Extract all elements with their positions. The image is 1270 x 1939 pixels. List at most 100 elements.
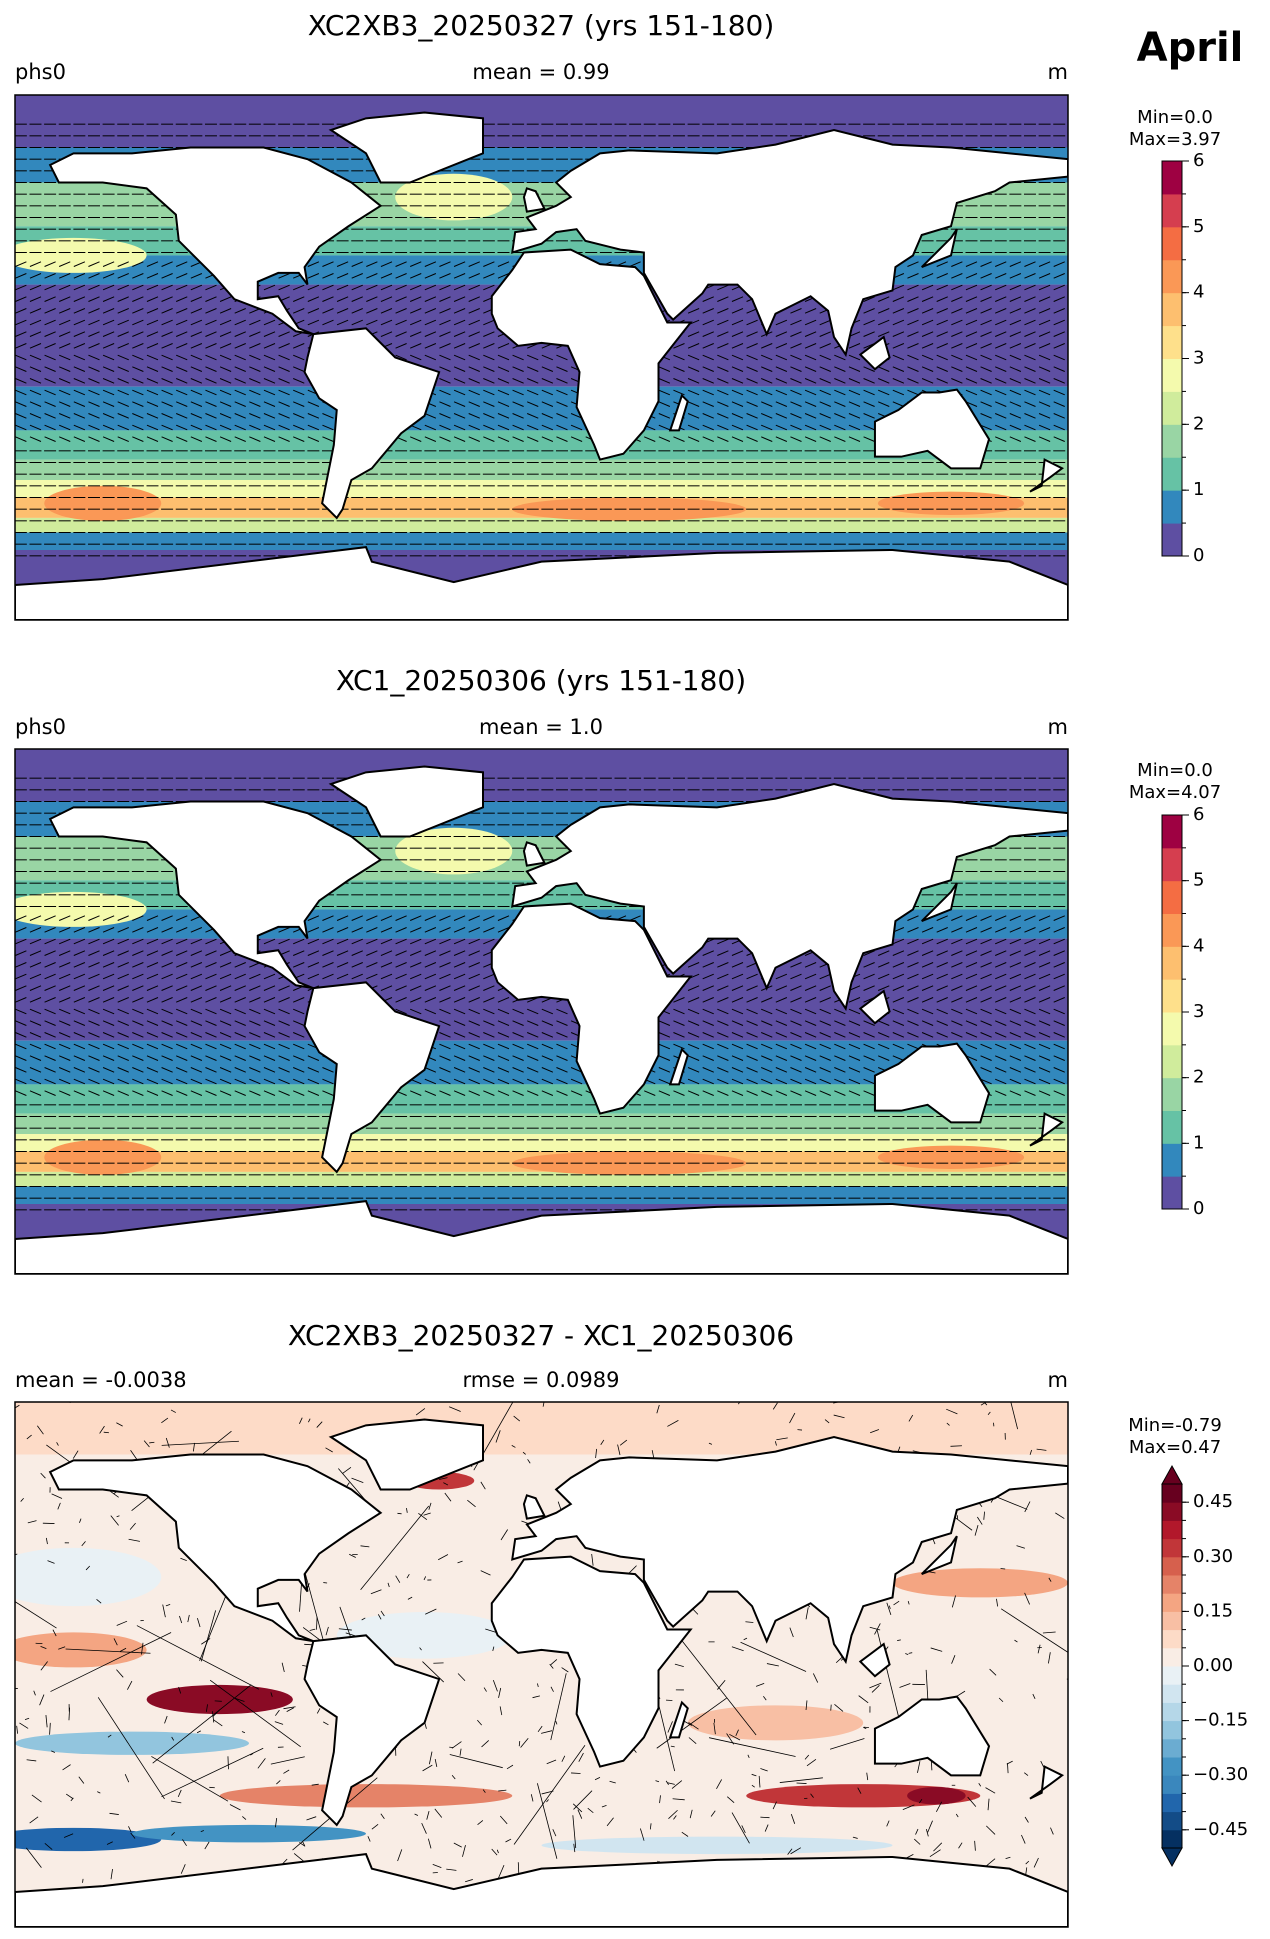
wave-vector (702, 378, 714, 384)
wave-vector (102, 284, 115, 291)
wave-vector (819, 1090, 831, 1096)
wave-vector (541, 389, 554, 396)
wave-vector (863, 973, 875, 980)
wave-vector (702, 997, 714, 1003)
wave-vector (219, 1090, 232, 1096)
land (511, 128, 1068, 358)
wave-vector (293, 1020, 305, 1026)
wave-vector (483, 1078, 495, 1085)
wave-vector (117, 389, 129, 396)
wave-vector (59, 331, 71, 337)
wave-vector (1038, 436, 1051, 442)
colorbar-tick-label: 5 (1193, 216, 1204, 237)
wave-vector (731, 1078, 744, 1085)
wave-vector (1024, 1090, 1036, 1096)
wave-vector (88, 1055, 100, 1061)
wave-vector (819, 378, 831, 384)
wave-vector (132, 1008, 144, 1015)
wave-vector (541, 354, 554, 361)
wave-vector (980, 1043, 992, 1050)
wave-vector (775, 973, 788, 980)
wave-vector (761, 997, 773, 1003)
wave-vector (907, 354, 919, 361)
wave-vector (717, 950, 729, 956)
wave-vector (878, 319, 890, 326)
field-band (15, 1171, 1068, 1187)
wave-vector (892, 950, 905, 956)
wave-vector (468, 378, 480, 384)
wave-vector (146, 366, 159, 372)
wave-vector (1024, 962, 1036, 968)
wave-vector (731, 296, 744, 302)
wave-vector (15, 950, 27, 956)
wave-vector (1009, 1020, 1022, 1026)
wave-vector (190, 950, 203, 956)
wave-vector (907, 1043, 919, 1050)
wave-vector (161, 915, 173, 921)
wave-vector (234, 962, 246, 968)
wave-vector (249, 1055, 261, 1061)
wave-vector (439, 927, 451, 933)
wave-vector (863, 962, 875, 968)
wave-vector (951, 973, 963, 980)
wave-vector (146, 308, 159, 314)
wave-vector (951, 284, 963, 291)
wave-vector (380, 950, 393, 956)
units-label: m (1048, 60, 1068, 84)
wave-vector (658, 1067, 671, 1073)
wave-vector (1053, 1067, 1065, 1073)
wave-vector (73, 985, 86, 991)
wave-vector (483, 261, 495, 267)
land (303, 327, 441, 520)
wave-vector (44, 424, 56, 431)
wave-vector (190, 1090, 203, 1096)
wave-vector (205, 378, 217, 384)
wave-vector (453, 1067, 466, 1073)
wave-vector (497, 389, 510, 396)
wave-vector (1038, 1032, 1051, 1038)
wave-vector (907, 950, 919, 956)
wave-vector (29, 915, 42, 921)
wave-vector (161, 343, 173, 349)
wave-vector (1024, 927, 1036, 933)
wave-vector (512, 1008, 524, 1015)
wave-vector (1009, 1032, 1022, 1038)
wave-vector (102, 308, 115, 314)
wave-vector (556, 366, 568, 372)
wave-vector (834, 389, 846, 396)
wave-vector (951, 997, 963, 1003)
wave-vector (1009, 973, 1022, 980)
wave-vector (907, 343, 919, 349)
wave-vector (307, 308, 320, 314)
wave-vector (731, 343, 744, 349)
wave-vector (673, 366, 685, 372)
wave-vector (29, 343, 42, 349)
wave-vector (702, 1055, 714, 1061)
wave-vector (88, 389, 100, 396)
wave-vector (921, 973, 934, 980)
wave-vector (453, 1043, 466, 1050)
wave-vector (746, 319, 758, 326)
wave-vector (307, 927, 320, 933)
wave-vector (804, 308, 817, 314)
wave-vector (863, 1078, 875, 1085)
wave-vector (468, 1008, 480, 1015)
wave-vector (731, 1032, 744, 1038)
wave-vector (176, 319, 188, 326)
wave-vector (878, 1032, 890, 1038)
wave-vector (44, 1090, 56, 1096)
wave-vector (249, 354, 261, 361)
wave-vector (790, 319, 802, 326)
wave-vector (731, 1055, 744, 1061)
wave-vector (731, 1008, 744, 1015)
wave-vector (424, 261, 437, 267)
wave-vector (424, 1078, 437, 1085)
wave-vector (322, 973, 334, 980)
wave-vector (995, 366, 1007, 372)
wave-vector (834, 436, 846, 442)
wave-vector (746, 985, 758, 991)
colorbar-level (1162, 523, 1182, 557)
wave-vector (541, 1055, 554, 1061)
land (858, 335, 891, 371)
wave-vector (527, 389, 539, 396)
